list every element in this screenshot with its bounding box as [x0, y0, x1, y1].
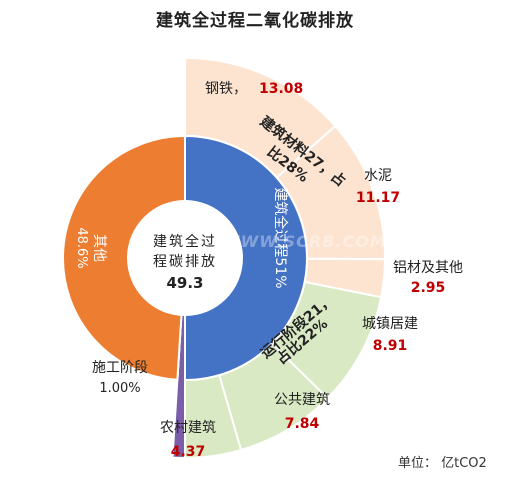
outer-label-1-value: 11.17	[356, 190, 400, 206]
outer-label-0-value: 13.08	[259, 81, 303, 97]
center-label-line2: 程碳排放	[153, 254, 217, 270]
inner-label-other-value: 48.6%	[74, 227, 89, 268]
outer-label-4-name: 公共建筑	[274, 392, 330, 408]
inner-label-construction-name: 施工阶段	[92, 360, 148, 376]
outer-label-5-value: 4.37	[171, 444, 206, 460]
center-label-line1: 建筑全过	[153, 233, 217, 250]
inner-label-construction-value: 1.00%	[99, 381, 140, 396]
outer-label-2-name: 铝材及其他	[393, 260, 463, 276]
chart-title: 建筑全过程二氧化碳排放	[156, 11, 354, 31]
watermark: WWW.SCRB.COM	[222, 232, 387, 251]
inner-label-other-name: 其他	[91, 234, 107, 262]
outer-label-1-name: 水泥	[364, 168, 392, 184]
inner-segment-other	[62, 134, 186, 381]
outer-label-3-name: 城镇居建	[362, 316, 418, 332]
outer-label-5-name: 农村建筑	[160, 420, 216, 436]
unit-label: 单位： 亿tCO2	[398, 456, 487, 471]
outer-label-0-name: 钢铁，	[205, 81, 247, 97]
outer-label-3-value: 8.91	[373, 338, 408, 354]
inner-label-main: 建筑全过程51%	[272, 187, 289, 288]
center-value: 49.3	[166, 274, 203, 292]
inner-segment-1	[184, 134, 308, 382]
outer-label-2-value: 2.95	[411, 280, 446, 296]
outer-label-4-value: 7.84	[285, 416, 320, 432]
center-hole	[127, 200, 243, 316]
